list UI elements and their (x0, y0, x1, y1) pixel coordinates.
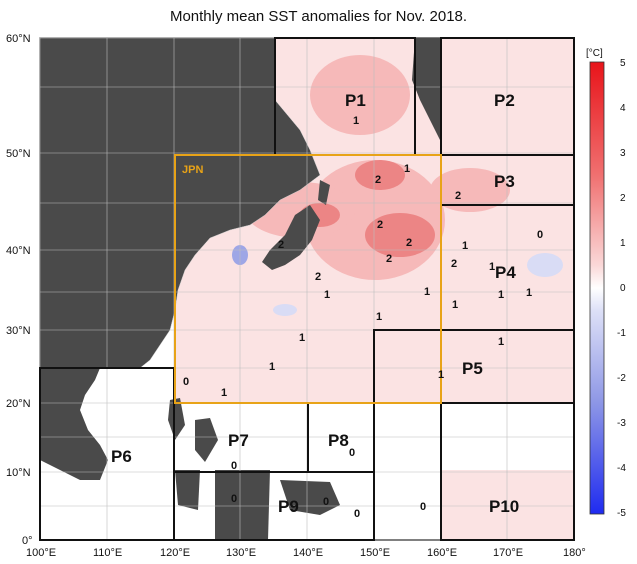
colorbar-label: -1 (617, 328, 626, 339)
lat-tick-label: 40°N (6, 245, 31, 257)
contour-label: 2 (406, 237, 412, 249)
contour-label: 1 (462, 240, 468, 252)
colorbar-label: 5 (620, 58, 626, 69)
jpn-label: JPN (182, 164, 203, 176)
contour-label: 1 (489, 261, 495, 273)
contour-label: 1 (498, 289, 504, 301)
contour-label: 1 (404, 163, 410, 175)
contour-label: 0 (537, 229, 543, 241)
contour-label: 1 (299, 332, 305, 344)
contour-label: 1 (424, 286, 430, 298)
region-box-p9 (173, 471, 375, 541)
contour-label: 2 (375, 174, 381, 186)
colorbar-label: 4 (620, 103, 626, 114)
contour-label: 2 (315, 271, 321, 283)
contour-label: 0 (231, 493, 237, 505)
contour-label: 1 (498, 336, 504, 348)
lat-tick-label: 20°N (6, 398, 31, 410)
colorbar-label: -4 (617, 463, 626, 474)
colorbar-label: -5 (617, 508, 626, 519)
contour-label: 1 (353, 115, 359, 127)
contour-labels: 1 2 1 2 2 2 2 0 1 2 2 1 1 2 1 1 1 1 1 1 … (183, 115, 543, 520)
lat-tick-label: 30°N (6, 325, 31, 337)
contour-label: 2 (455, 190, 461, 202)
contour-label: 0 (354, 508, 360, 520)
contour-label: 1 (376, 311, 382, 323)
colorbar-label: -3 (617, 418, 626, 429)
lon-tick-label: 110°E (93, 547, 122, 559)
contour-label: 2 (377, 219, 383, 231)
contour-label: 2 (278, 239, 284, 251)
region-label-p5: P5 (462, 359, 483, 378)
region-label-p3: P3 (494, 172, 515, 191)
land-outline-layer (39, 37, 321, 369)
map-title: Monthly mean SST anomalies for Nov. 2018… (169, 8, 468, 25)
contour-label: 2 (451, 258, 457, 270)
lat-tick-label: 10°N (6, 467, 31, 479)
contour-label: 0 (323, 496, 329, 508)
contour-label: 0 (349, 447, 355, 459)
region-label-p7: P7 (228, 431, 249, 450)
anomaly-fill-layer (175, 38, 574, 540)
colorbar-label: 3 (620, 148, 626, 159)
lon-tick-label: 100°E (26, 547, 56, 559)
contour-label: 0 (420, 501, 426, 513)
colorbar-label: -2 (617, 373, 626, 384)
contour-label: 1 (526, 287, 532, 299)
contour-label: 0 (231, 460, 237, 472)
contour-label: 0 (183, 376, 189, 388)
lon-axis-labels: 100°E 110°E 120°E 130°E 140°E 150°E 160°… (26, 547, 586, 559)
lon-tick-label: 140°E (293, 547, 323, 559)
contour-label: 1 (452, 299, 458, 311)
region-labels: P1 P2 P3 P4 P5 P6 P7 P8 P9 P10 (111, 91, 519, 516)
contour-label: 1 (324, 289, 330, 301)
colorbar-unit: [°C] (586, 48, 603, 59)
region-label-p8: P8 (328, 431, 349, 450)
colorbar-label: 2 (620, 193, 626, 204)
lat-tick-label: 60°N (6, 33, 31, 45)
lon-tick-label: 160°E (427, 547, 457, 559)
colorbar-gradient (589, 61, 605, 515)
colorbar-label: 0 (620, 283, 626, 294)
lat-tick-label: 50°N (6, 148, 31, 160)
contour-label: 2 (386, 253, 392, 265)
region-label-p6: P6 (111, 447, 132, 466)
jpn-box (174, 154, 442, 404)
contour-label: 1 (221, 387, 227, 399)
lon-tick-label: 180° (563, 547, 586, 559)
lon-tick-label: 170°E (493, 547, 523, 559)
contour-label: 1 (438, 369, 444, 381)
region-label-p2: P2 (494, 91, 515, 110)
lon-tick-label: 120°E (160, 547, 190, 559)
colorbar: [°C] 5 4 3 2 1 0 -1 -2 -3 -4 -5 (586, 48, 626, 519)
lat-axis-labels: 0° 10°N 20°N 30°N 40°N 50°N 60°N (6, 33, 33, 547)
colorbar-label: 1 (620, 238, 626, 249)
region-box-p10 (440, 402, 575, 541)
contour-label: 1 (269, 361, 275, 373)
region-label-p10: P10 (489, 497, 519, 516)
region-label-p9: P9 (278, 497, 299, 516)
region-label-p1: P1 (345, 91, 366, 110)
lon-tick-label: 150°E (360, 547, 390, 559)
lon-tick-label: 130°E (226, 547, 256, 559)
region-label-p4: P4 (495, 263, 516, 282)
lat-tick-label: 0° (22, 535, 33, 547)
